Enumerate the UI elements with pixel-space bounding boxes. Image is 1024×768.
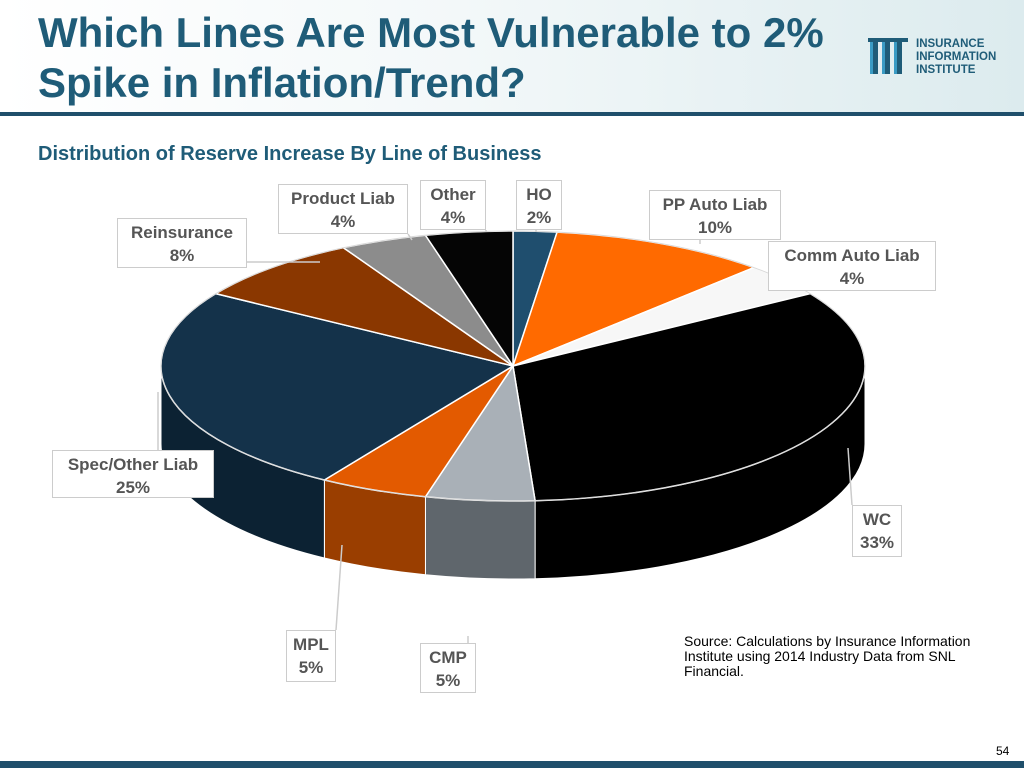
logo-text: INSURANCE INFORMATION INSTITUTE <box>916 38 996 77</box>
data-label-name: Reinsurance <box>130 223 234 242</box>
data-label-value: 8% <box>169 246 195 265</box>
data-label-name: Comm Auto Liab <box>784 246 920 265</box>
data-label-product-liab: Product Liab 4% <box>278 184 408 234</box>
data-label-pp-auto-liab: PP Auto Liab 10% <box>649 190 781 240</box>
data-label-value: 2% <box>526 208 552 227</box>
data-label-name: PP Auto Liab <box>662 195 768 214</box>
data-label-spec-other-liab: Spec/Other Liab 25% <box>52 450 214 498</box>
source-note: Source: Calculations by Insurance Inform… <box>684 633 971 679</box>
data-label-wc: WC 33% <box>852 505 902 557</box>
data-label-name: Product Liab <box>291 189 395 208</box>
slide-title: Which Lines Are Most Vulnerable to 2% Sp… <box>38 9 824 106</box>
data-label-value: 4% <box>440 208 466 227</box>
data-label-value: 33% <box>859 533 895 552</box>
leader-line-mpl <box>335 544 343 631</box>
header-rule <box>0 112 1024 116</box>
data-label-name: Spec/Other Liab <box>67 455 199 474</box>
pie-sides <box>160 365 866 580</box>
data-label-value: 5% <box>298 658 324 677</box>
pie-side-cmp <box>424 496 536 580</box>
leader-line-product-liab <box>407 233 413 241</box>
leader-line-wc <box>847 447 853 506</box>
pie-rim <box>160 230 866 502</box>
pie-leader-lines <box>157 230 853 643</box>
data-label-name: HO <box>526 185 552 204</box>
data-label-other: Other 4% <box>420 180 486 230</box>
data-label-name: WC <box>862 510 892 529</box>
data-label-mpl: MPL 5% <box>286 630 336 682</box>
logo-line-1: INSURANCE <box>916 38 985 50</box>
iii-logo-icon <box>868 38 908 74</box>
footer-bar <box>0 761 1024 768</box>
data-label-value: 5% <box>435 671 461 690</box>
header-band <box>0 0 1024 112</box>
data-label-value: 10% <box>697 218 733 237</box>
data-label-value: 4% <box>330 212 356 231</box>
data-label-name: CMP <box>429 648 467 667</box>
data-label-name: Other <box>430 185 476 204</box>
page-number: 54 <box>996 744 1010 758</box>
data-label-value: 25% <box>115 478 151 497</box>
iii-logo: INSURANCE INFORMATION INSTITUTE <box>868 36 1018 80</box>
data-label-ho: HO 2% <box>516 180 562 230</box>
logo-line-3: INSTITUTE <box>916 64 976 76</box>
data-label-reinsurance: Reinsurance 8% <box>117 218 247 268</box>
data-label-value: 4% <box>839 269 865 288</box>
data-label-name: MPL <box>293 635 329 654</box>
data-label-cmp: CMP 5% <box>420 643 476 693</box>
pie-top <box>160 230 866 502</box>
chart-subtitle: Distribution of Reserve Increase By Line… <box>38 143 542 165</box>
logo-line-2: INFORMATION <box>916 51 997 63</box>
data-label-comm-auto-liab: Comm Auto Liab 4% <box>768 241 936 291</box>
